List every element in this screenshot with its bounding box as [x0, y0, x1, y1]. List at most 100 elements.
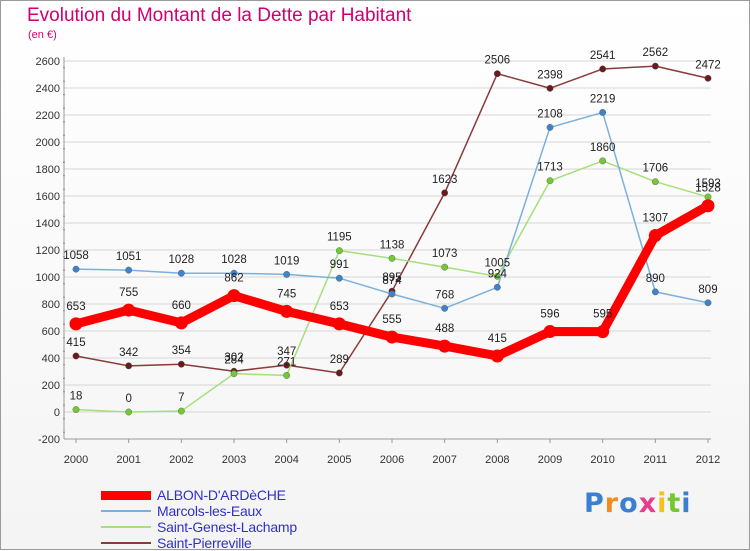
data-point	[543, 325, 557, 339]
data-point	[332, 317, 346, 331]
data-point	[704, 299, 712, 307]
data-label: 745	[277, 288, 296, 300]
data-point	[72, 406, 80, 413]
data-label: 284	[224, 355, 244, 367]
data-label: 924	[488, 268, 508, 280]
data-label: 415	[488, 333, 507, 345]
data-label: 347	[277, 346, 296, 358]
data-point	[388, 290, 396, 298]
data-point	[125, 266, 133, 274]
data-label: 271	[277, 356, 296, 368]
x-tick-label: 2008	[485, 454, 509, 466]
legend-label: Saint-Genest-Lachamp	[157, 519, 297, 535]
logo-letter: i	[657, 488, 668, 519]
data-label: 555	[382, 314, 401, 326]
data-label: 7	[178, 392, 184, 404]
data-point	[546, 84, 554, 92]
data-label: 18	[70, 391, 83, 403]
data-point	[441, 304, 449, 312]
chart-title: Evolution du Montant de la Dette par Hab…	[27, 5, 412, 26]
data-point	[648, 229, 662, 243]
y-tick-label: 400	[42, 353, 60, 365]
data-label: 595	[593, 309, 612, 321]
data-label: 2219	[590, 93, 616, 105]
y-tick-label: 0	[54, 407, 60, 419]
data-point	[125, 362, 133, 370]
legend-swatch	[101, 542, 151, 544]
series-3	[72, 62, 712, 377]
data-label: 1528	[695, 183, 721, 195]
data-label: 289	[330, 354, 349, 366]
data-label: 354	[172, 345, 192, 357]
data-point	[599, 109, 607, 116]
legend-swatch	[101, 490, 151, 500]
data-label: 1307	[643, 213, 669, 225]
data-label: 653	[66, 301, 85, 313]
data-label: 755	[119, 287, 138, 299]
x-tick-label: 2001	[116, 454, 140, 466]
x-tick-label: 2005	[327, 454, 351, 466]
data-point	[651, 62, 659, 70]
data-label: 890	[646, 273, 665, 285]
y-tick-label: 1400	[36, 218, 60, 230]
y-tick-label: 2400	[36, 83, 60, 95]
data-point	[125, 408, 133, 416]
x-tick-label: 2010	[590, 454, 614, 466]
data-point	[546, 177, 554, 185]
data-point	[599, 65, 607, 73]
legend-item: Saint-Pierreville	[101, 535, 297, 551]
data-label: 874	[382, 275, 402, 287]
x-tick-label: 2009	[538, 454, 562, 466]
legend-item: Marcols-les-Eaux	[101, 503, 297, 519]
data-label: 1019	[274, 255, 300, 267]
data-point	[704, 74, 712, 82]
data-point	[280, 304, 294, 318]
y-tick-label: 1600	[36, 191, 60, 203]
data-point	[177, 360, 185, 368]
data-label: 1028	[169, 254, 195, 266]
data-point	[283, 372, 291, 379]
data-label: 2506	[485, 55, 511, 67]
data-label: 2398	[537, 69, 563, 81]
data-label: 1713	[537, 162, 563, 174]
x-tick-label: 2011	[644, 454, 668, 466]
data-point	[438, 339, 452, 353]
legend: ALBON-D'ARDèCHE Marcols-les-Eaux Saint-Gen…	[101, 487, 297, 551]
legend-item: Saint-Genest-Lachamp	[101, 519, 297, 535]
logo-letter: x	[638, 488, 658, 519]
data-point	[283, 361, 291, 369]
data-point	[174, 316, 188, 330]
data-label: 488	[435, 323, 454, 335]
y-tick-label: 600	[42, 326, 60, 338]
logo-letter: r	[604, 488, 620, 519]
data-point	[177, 407, 185, 415]
data-label: 302	[224, 352, 243, 364]
data-point	[283, 271, 291, 278]
data-label: 1051	[116, 251, 142, 263]
data-point	[701, 199, 715, 213]
data-label: 1005	[485, 257, 511, 269]
data-label: 809	[698, 284, 717, 296]
data-point	[441, 263, 449, 271]
data-point	[69, 317, 83, 331]
data-point	[385, 330, 399, 344]
y-tick-label: 2200	[36, 110, 60, 122]
legend-label: Marcols-les-Eaux	[157, 503, 262, 519]
logo-letter: i	[681, 488, 692, 519]
data-point	[441, 189, 449, 197]
data-point	[335, 274, 343, 282]
data-label: 1138	[380, 239, 405, 251]
data-label: 0	[125, 393, 131, 405]
data-label: 1073	[432, 248, 458, 260]
legend-label: ALBON-D'ARDèCHE	[157, 487, 286, 503]
data-point	[546, 124, 554, 131]
x-tick-label: 2004	[274, 454, 298, 466]
x-tick-label: 2007	[432, 454, 456, 466]
x-tick-label: 2003	[222, 454, 246, 466]
data-point	[122, 303, 136, 317]
data-label: 1706	[643, 163, 669, 175]
y-tick-label: 2600	[36, 56, 60, 68]
data-point	[72, 352, 80, 360]
data-label: 415	[66, 337, 85, 349]
